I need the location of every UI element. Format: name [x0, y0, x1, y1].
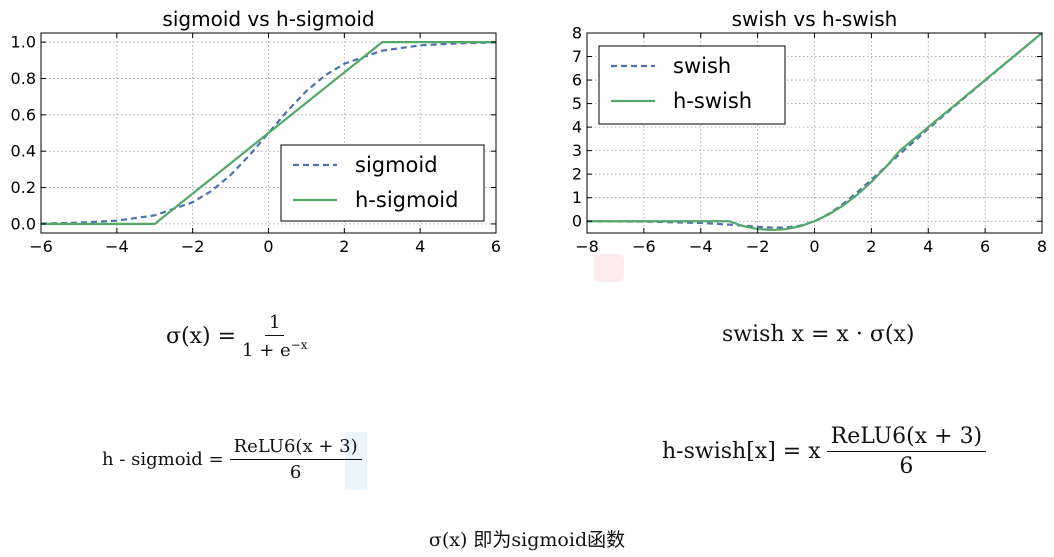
- sigmoid-formula: σ(x) = 1 1 + e−x: [166, 312, 308, 361]
- x-tick-label: 6: [491, 237, 501, 256]
- x-tick-label: −2: [181, 237, 205, 256]
- y-tick-label: 0.2: [11, 178, 36, 197]
- caption: σ(x) 即为sigmoid函数: [428, 529, 626, 551]
- h-swish-formula-lhs: h-swish[x] = x: [662, 439, 821, 464]
- y-tick-label: 6: [572, 71, 582, 90]
- x-tick-label: 4: [923, 237, 933, 256]
- legend-box: [280, 144, 485, 222]
- series-line-h-swish: [587, 32, 1043, 232]
- h-sigmoid-formula: h - sigmoid = ReLU6(x + 3) 6: [102, 436, 362, 483]
- sigmoid-denominator-base: 1 + e: [242, 340, 291, 361]
- x-tick-label: 0: [809, 237, 819, 256]
- sigmoid-fraction: 1 1 + e−x: [242, 312, 307, 361]
- sigmoid-numerator: 1: [265, 312, 285, 336]
- legend-box: [598, 45, 786, 125]
- y-tick-label: 5: [572, 94, 582, 113]
- y-tick-label: 0.6: [11, 105, 36, 124]
- h-swish-fraction: ReLU6(x + 3) 6: [826, 424, 987, 479]
- y-tick-label: 3: [572, 141, 582, 160]
- legend: swish h-swish: [598, 45, 786, 125]
- h-sigmoid-numerator: ReLU6(x + 3): [229, 436, 362, 460]
- x-tick-label: −6: [632, 237, 656, 256]
- y-tick-label: 1: [572, 188, 582, 207]
- legend-label: swish: [673, 54, 731, 78]
- y-tick-label: 0: [572, 212, 582, 231]
- swish-formula: swish x = x · σ(x): [722, 322, 914, 347]
- x-tick-label: −4: [105, 237, 129, 256]
- h-swish-formula: h-swish[x] = x ReLU6(x + 3) 6: [662, 424, 987, 479]
- y-tick-label: 4: [572, 118, 582, 137]
- series-line-h-sigmoid: [41, 40, 496, 226]
- y-tick-label: 7: [572, 47, 582, 66]
- sigmoid-denominator: 1 + e−x: [242, 336, 307, 361]
- y-tick-label: 0.0: [11, 214, 36, 233]
- x-tick-label: 8: [1037, 237, 1047, 256]
- y-tick-label: 8: [572, 24, 582, 43]
- x-tick-label: 6: [980, 237, 990, 256]
- legend: sigmoid h-sigmoid: [280, 144, 485, 222]
- x-tick-label: −4: [689, 237, 713, 256]
- h-swish-numerator: ReLU6(x + 3): [826, 424, 987, 452]
- x-tick-label: −6: [29, 237, 53, 256]
- y-tick-label: 2: [572, 165, 582, 184]
- y-tick-label: 0.4: [11, 142, 36, 161]
- sigmoid-formula-lhs: σ(x) =: [166, 324, 237, 349]
- h-sigmoid-formula-lhs: h - sigmoid =: [102, 449, 224, 470]
- x-tick-label: −8: [575, 237, 599, 256]
- sigmoid-denominator-exponent: −x: [290, 338, 308, 352]
- series-line-sigmoid: [40, 41, 497, 225]
- watermark-shape: [345, 432, 367, 490]
- h-swish-denominator: 6: [899, 454, 914, 479]
- y-tick-label: 0.8: [11, 69, 36, 88]
- h-sigmoid-fraction: ReLU6(x + 3) 6: [229, 436, 362, 483]
- x-tick-label: 0: [263, 237, 273, 256]
- x-tick-label: 2: [339, 237, 349, 256]
- h-sigmoid-denominator: 6: [289, 462, 302, 483]
- y-tick-label: 1.0: [11, 33, 36, 52]
- legend-label: h-swish: [673, 89, 752, 113]
- swish-formula-text: swish x = x · σ(x): [722, 322, 915, 347]
- legend-label: sigmoid: [355, 153, 438, 177]
- x-tick-label: −2: [746, 237, 770, 256]
- chart-1: −6 −4 −2 0 2 4 6 0.0 0.2 0.4 0.6 0.8 1.0 sigmoid vs h…: [11, 7, 502, 256]
- x-tick-label: 2: [866, 237, 876, 256]
- x-tick-label: 4: [415, 237, 425, 256]
- legend-label: h-sigmoid: [355, 188, 458, 212]
- chart-title: sigmoid vs h-sigmoid: [162, 7, 374, 31]
- chart-title: swish vs h-swish: [732, 7, 898, 31]
- watermark-search-icon: [594, 254, 624, 282]
- charts-area: −6 −4 −2 0 2 4 6 0.0 0.2 0.4 0.6 0.8 1.0 sigmoid vs h…: [11, 7, 1048, 256]
